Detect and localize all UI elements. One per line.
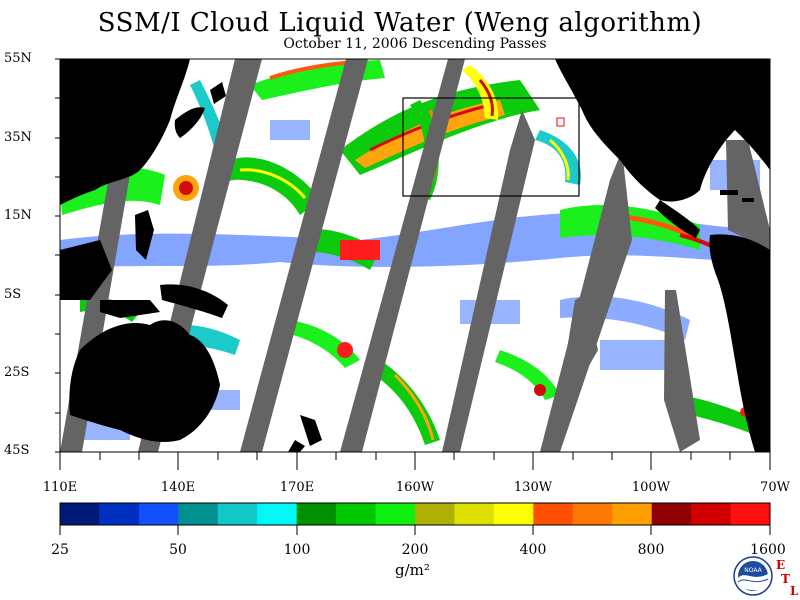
lat-label: 55N xyxy=(4,51,32,66)
color-bar-segment xyxy=(138,503,179,525)
color-bar-segment xyxy=(178,503,219,525)
color-bar-segment xyxy=(454,503,495,525)
colorbar-label: 400 xyxy=(519,542,547,558)
latitude-ticks xyxy=(55,58,60,453)
lon-label: 110E xyxy=(42,480,78,495)
color-bar-ticks xyxy=(59,525,771,535)
lat-label: 15N xyxy=(4,208,32,223)
colorbar-label: 800 xyxy=(637,542,665,558)
color-bar-segment xyxy=(572,503,613,525)
etl-letter: L xyxy=(790,584,799,598)
color-bar-segment xyxy=(612,503,653,525)
colorbar-label: 200 xyxy=(401,542,429,558)
lat-label: 25S xyxy=(4,365,30,380)
color-bar-segment xyxy=(296,503,337,525)
colorbar-label: 100 xyxy=(283,542,311,558)
lon-label: 70W xyxy=(760,480,790,495)
etl-letter: T xyxy=(781,572,790,586)
unit-label: g/m² xyxy=(395,561,430,579)
color-bar-segment xyxy=(375,503,416,525)
lon-label: 130W xyxy=(513,480,553,495)
map-area xyxy=(60,59,770,452)
lat-label: 45S xyxy=(4,443,30,458)
color-bar-segment xyxy=(493,503,534,525)
color-bar-segment xyxy=(336,503,377,525)
longitude-ticks xyxy=(59,452,771,470)
lon-label: 160W xyxy=(395,480,435,495)
colorbar-label: 50 xyxy=(169,542,187,558)
noaa-text: NOAA xyxy=(744,567,762,574)
lon-label: 100W xyxy=(631,480,671,495)
color-bar-segment xyxy=(730,503,771,525)
region-box xyxy=(402,97,580,197)
color-bar-segment xyxy=(651,503,692,525)
map-title: SSM/I Cloud Liquid Water (Weng algorithm… xyxy=(97,8,703,38)
colorbar-label: 25 xyxy=(51,542,69,558)
lon-label: 170E xyxy=(279,480,315,495)
color-bar-segment xyxy=(60,503,100,525)
etl-letter: E xyxy=(776,558,786,572)
location-marker xyxy=(556,117,565,127)
color-bar-segment xyxy=(691,503,732,525)
color-bar xyxy=(60,503,771,525)
color-bar-segment xyxy=(415,503,455,525)
land-masses xyxy=(60,59,770,452)
lat-label: 5S xyxy=(4,287,22,302)
color-bar-segment xyxy=(533,503,574,525)
color-bar-segment xyxy=(257,503,298,525)
map-subtitle: October 11, 2006 Descending Passes xyxy=(283,36,547,52)
lon-label: 140E xyxy=(160,480,196,495)
lat-label: 35N xyxy=(4,130,32,145)
color-bar-segment xyxy=(99,503,140,525)
colorbar-label: 1600 xyxy=(750,542,786,558)
noaa-logo-icon: NOAA xyxy=(733,556,773,596)
color-bar-segment xyxy=(217,503,258,525)
